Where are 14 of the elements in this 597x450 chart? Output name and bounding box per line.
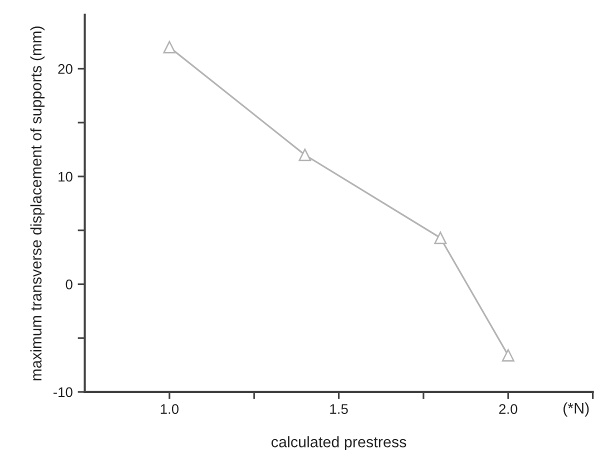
x-tick-label: 1.0: [160, 404, 179, 414]
y-tick-label: 20: [58, 64, 72, 74]
point: [298, 148, 312, 162]
point: [163, 40, 176, 54]
text: (*N): [563, 402, 589, 417]
x-axis-title: calculated prestress: [272, 436, 406, 450]
x-tick-label: 2.0: [499, 404, 518, 414]
y-tick-label: -10: [54, 387, 72, 398]
y-tick-label: 10: [58, 172, 72, 182]
point: [502, 349, 514, 362]
x-tick-label: 1.5: [330, 404, 348, 414]
y-axis-title: maximum transverse displacement of supports (mm): [30, 26, 45, 380]
point: [434, 232, 447, 244]
y-tick-label: 0: [66, 280, 72, 290]
